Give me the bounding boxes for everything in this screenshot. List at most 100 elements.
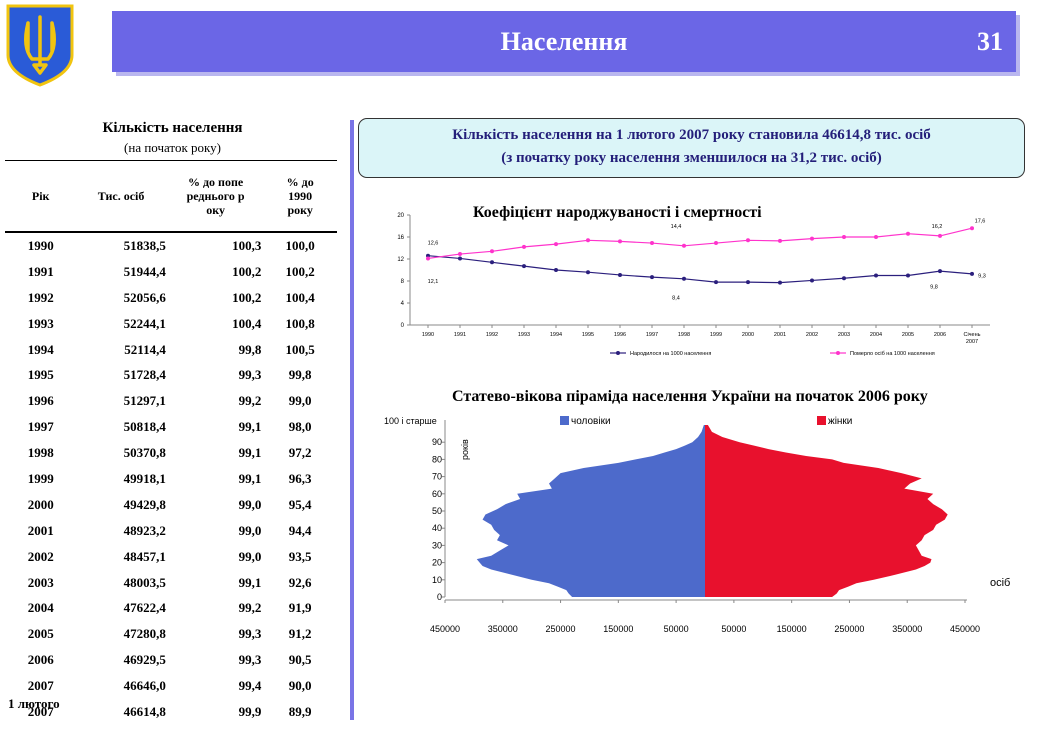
cell-population: 46646,0 [123,678,166,694]
table-row: 1990 51838,5 100,3 100,0 [5,232,337,259]
table-subtitle: (на початок року) [124,140,221,155]
cell-previous-year: 99,2 [238,393,262,409]
cell-1990: 97,2 [288,445,312,461]
x-tick-label: 1993 [518,332,530,338]
legend-label-2: Померло осіб на 1000 населення [850,351,935,357]
cell-1990: 90,5 [288,652,312,668]
cell-population: 50370,8 [123,445,166,461]
table-row: 2004 47622,4 99,2 91,9 [5,595,337,621]
data-point-2 [714,241,718,246]
data-point-1 [938,269,942,274]
x-tick-label: 2006 [934,332,946,338]
page-title: Населення [500,27,628,56]
cell-population: 46929,5 [123,652,166,668]
y-tick-label: 20 [432,558,442,568]
header-population-text: Тис. осіб [97,189,145,203]
table-row: 1993 52244,1 100,4 100,8 [5,311,337,337]
table-row: 1996 51297,1 99,2 99,0 [5,388,337,414]
cell-year: 2004 [27,600,54,616]
data-point-2 [842,235,846,239]
data-point-1 [618,272,622,277]
data-point-1 [842,276,846,281]
x-tick-label: 2001 [774,332,786,338]
legend-label-1: чоловіки [571,416,611,427]
legend-marker-1 [616,351,620,355]
data-point-1 [746,280,750,285]
y-tick-label: 70 [432,472,442,482]
data-label: 16,2 [932,224,943,230]
y-tick-label: 50 [432,506,442,516]
cell-year: 1998 [27,445,54,461]
table-body: 1990 51838,5 100,3 100,0 1991 51944,4 100,2 100… [5,232,337,725]
table-row: 1992 52056,6 100,2 100,4 [5,285,337,311]
x-tick-label: 1995 [582,332,594,338]
note-line-1: Кількість населення на 1 лютого 2007 рок… [452,127,931,143]
cell-population: 47280,8 [123,626,166,642]
y-tick-label: 90 [432,437,442,447]
cell-previous-year: 100,4 [232,315,262,331]
cell-previous-year: 99,0 [238,548,262,564]
series-line-2 [427,227,973,260]
x-tick-label: 1996 [614,332,626,338]
table-row: 2007 46614,8 99,9 89,9 [5,699,337,725]
data-point-1 [714,280,718,285]
data-point-1 [650,275,654,280]
data-point-2 [554,242,558,247]
x-tick-label: 250000 [546,624,576,634]
cell-1990: 100,0 [285,237,315,253]
cell-population: 49429,8 [123,496,166,512]
y-tick-label: 0 [401,323,405,329]
x-tick-label: 450000 [430,624,460,634]
cell-population: 47622,4 [123,600,166,616]
cell-previous-year: 99,3 [238,652,262,668]
vertical-divider [350,120,354,720]
y-tick-label: 10 [432,575,442,585]
data-point-2 [970,226,974,231]
y-tick-label: 0 [437,592,442,602]
cell-1990: 95,4 [288,496,312,512]
legend-label-1: Народилося на 1000 населення [630,351,711,357]
x-tick-label: Січень [963,332,980,338]
cell-previous-year: 99,0 [238,496,262,512]
x-tick-label: 1994 [550,332,562,338]
data-point-2 [490,249,494,254]
x-axis-title: осіб [990,577,1010,589]
x-tick-label: 1997 [646,332,658,338]
cell-1990: 96,3 [288,470,312,486]
data-label: 12,6 [428,241,439,247]
x-tick-label: 2004 [870,332,882,338]
y-tick-label: 12 [397,257,404,263]
cell-previous-year: 99,9 [238,703,262,719]
x-tick-label: 350000 [488,624,518,634]
data-point-2 [938,233,942,238]
table-row: 2000 49429,8 99,0 95,4 [5,492,337,518]
data-label: 14,4 [671,224,682,230]
y-tick-label: 4 [401,301,405,307]
x-tick-label: 350000 [892,624,922,634]
data-point-2 [778,238,782,243]
data-point-1 [522,264,526,269]
cell-1990: 91,9 [288,600,312,616]
cell-population: 48003,5 [123,574,166,590]
cell-previous-year: 99,1 [238,445,262,461]
top-age-label: 100 і старше [384,416,437,426]
cell-1990: 92,6 [288,574,312,590]
cell-year: 2002 [27,548,54,564]
data-point-1 [906,273,910,278]
data-point-1 [682,276,686,281]
data-point-2 [874,235,878,239]
table-row: 2005 47280,8 99,3 91,2 [5,621,337,647]
table-row: 1999 49918,1 99,1 96,3 [5,466,337,492]
table-row: 1997 50818,4 99,1 98,0 [5,414,337,440]
cell-year: 1991 [27,263,54,279]
table-header-row: Рік Тис. осіб % до попереднього року % д… [5,160,337,232]
data-point-2 [426,256,430,261]
cell-year: 1993 [27,315,54,331]
cell-year: 2001 [27,522,54,538]
table-row: 2003 48003,5 99,1 92,6 [5,570,337,596]
cell-previous-year: 99,4 [238,678,262,694]
x-tick-label: 50000 [721,624,746,634]
x-tick-label-2: 2007 [966,339,978,345]
y-tick-label: 8 [401,279,405,285]
cell-population: 51728,4 [123,367,166,383]
